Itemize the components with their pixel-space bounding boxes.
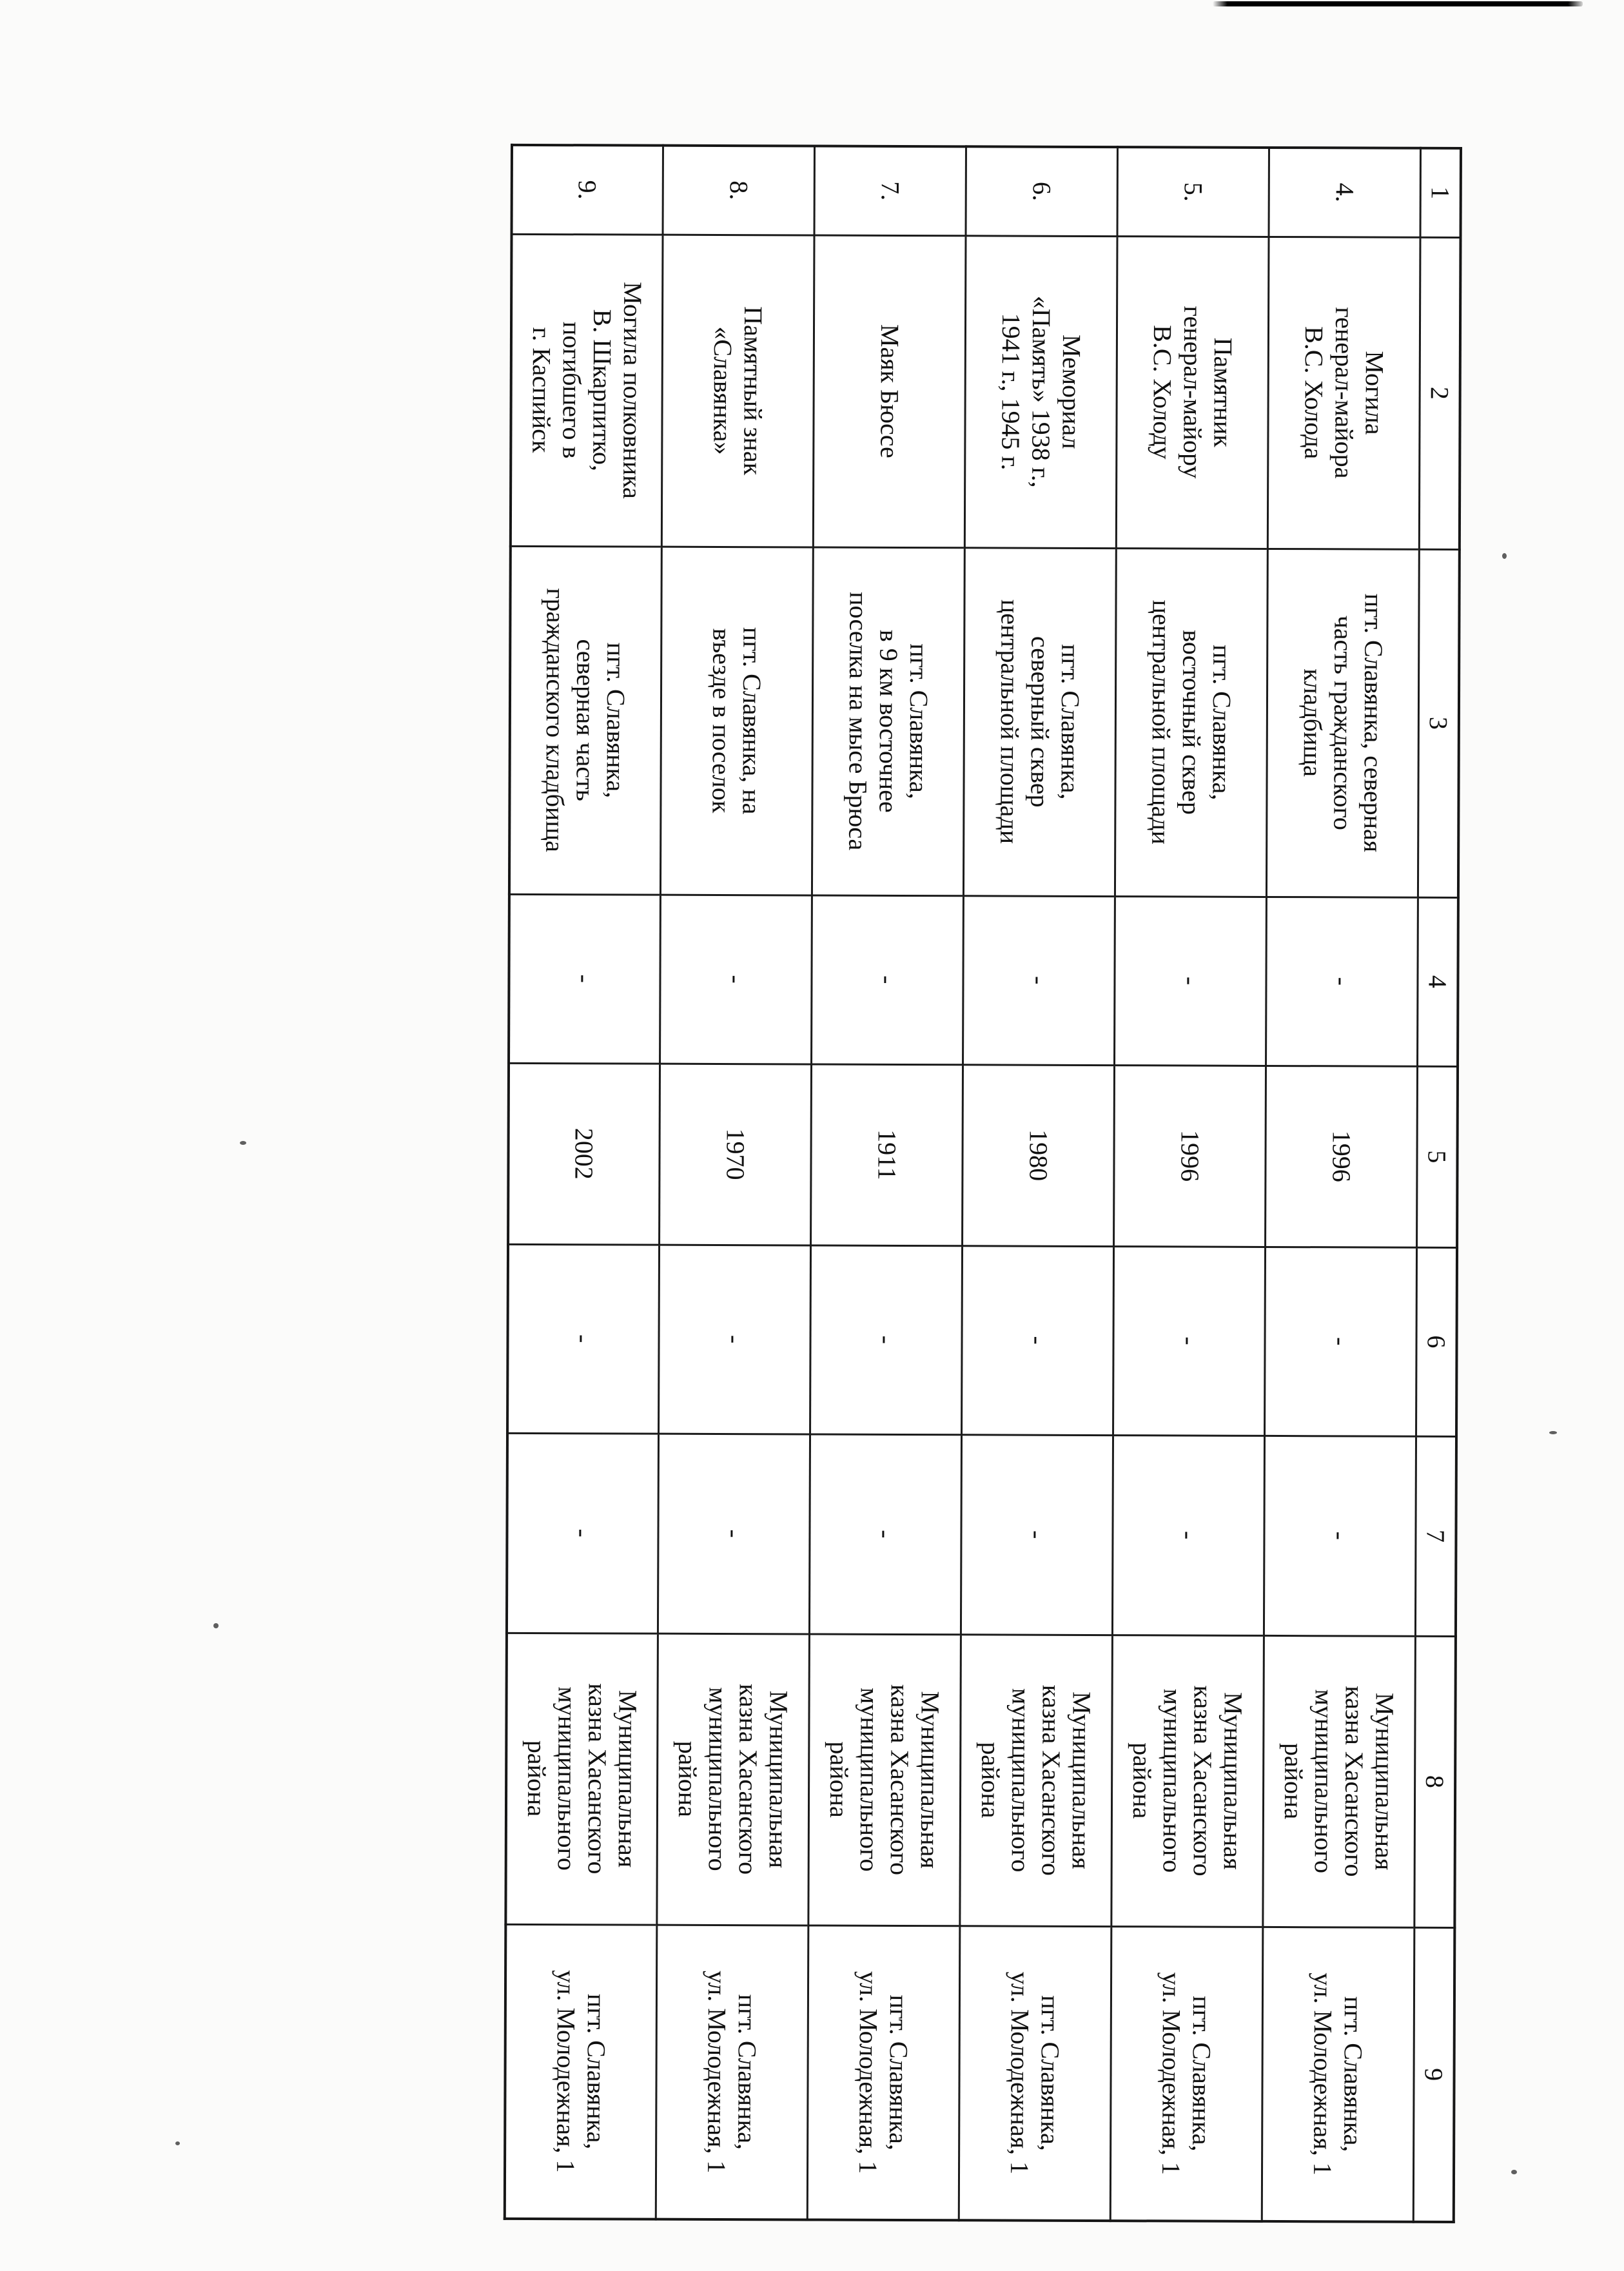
cell-dash: - [810, 1245, 963, 1435]
cell-object: Могила полковника В. Шкарпитко, погибшег… [510, 233, 663, 547]
cell-address: пгт. Славянка, ул. Молодежная, 1 [959, 1925, 1112, 2221]
cell-address: пгт. Славянка, ул. Молодежная, 1 [1262, 1926, 1415, 2222]
cell-number: 7. [814, 146, 966, 236]
cell-address: пгт. Славянка, ул. Молодежная, 1 [656, 1924, 809, 2220]
cell-object: Памятный знак «Славянка» [661, 234, 815, 547]
cell-year: 1996 [1266, 1065, 1418, 1247]
cell-location: пгт. Славянка, северная часть гражданско… [509, 545, 662, 895]
rotated-table-container: 1 2 3 4 5 6 7 8 9 4. Могила генерал-майо… [503, 143, 1462, 2223]
cell-location: пгт. Славянка, северная часть гражданско… [1266, 548, 1420, 897]
ink-speck [1549, 1431, 1557, 1434]
cell-dash: - [1265, 1246, 1418, 1436]
cell-year: 1980 [963, 1064, 1115, 1247]
cell-address: пгт. Славянка, ул. Молодежная, 1 [1110, 1926, 1264, 2221]
cell-number: 6. [966, 146, 1118, 237]
cell-number: 9. [511, 144, 664, 235]
cell-object: Могила генерал-майора В.С. Холода [1267, 236, 1421, 549]
cell-owner: Муниципальная казна Хасанского муниципал… [960, 1634, 1113, 1927]
cell-dash: - [507, 1243, 660, 1434]
header-col-2: 2 [1419, 237, 1461, 549]
cell-dash: - [812, 895, 964, 1065]
cell-dash: - [962, 1245, 1115, 1436]
cell-dash: - [1266, 896, 1418, 1066]
table-row: 9. Могила полковника В. Шкарпитко, погиб… [504, 144, 664, 2219]
cell-dash: - [1113, 1246, 1266, 1436]
table-row: 4. Могила генерал-майора В.С. Холода пгт… [1262, 147, 1421, 2222]
scan-artifact-line [1213, 1, 1583, 6]
cell-dash: - [509, 893, 661, 1064]
header-col-4: 4 [1418, 897, 1458, 1066]
cell-dash: - [506, 1432, 660, 1633]
table-row: 5. Памятник генерал-майору В.С. Холоду п… [1110, 147, 1269, 2221]
header-col-3: 3 [1418, 549, 1460, 897]
ink-speck [240, 1141, 246, 1145]
header-col-6: 6 [1416, 1247, 1458, 1436]
header-col-9: 9 [1413, 1927, 1455, 2222]
cell-object: Мемориал «Память» 1938 г., 1941 г., 1945… [964, 235, 1118, 549]
header-col-8: 8 [1414, 1635, 1456, 1927]
header-row: 1 2 3 4 5 6 7 8 9 [1413, 148, 1461, 2222]
ink-speck [213, 1623, 219, 1628]
monuments-table: 1 2 3 4 5 6 7 8 9 4. Могила генерал-майо… [503, 143, 1462, 2223]
cell-owner: Муниципальная казна Хасанского муниципал… [1263, 1635, 1416, 1927]
cell-owner: Муниципальная казна Хасанского муниципал… [505, 1632, 658, 1925]
cell-address: пгт. Славянка, ул. Молодежная, 1 [504, 1924, 658, 2219]
ink-speck [175, 2141, 180, 2145]
cell-dash: - [963, 895, 1115, 1066]
cell-owner: Муниципальная казна Хасанского муниципал… [657, 1633, 810, 1925]
cell-number: 4. [1269, 147, 1421, 237]
table-row: 8. Памятный знак «Славянка» пгт. Славянк… [656, 145, 815, 2220]
cell-year: 1911 [811, 1064, 964, 1246]
cell-object: Маяк Бюссе [813, 235, 966, 548]
table-row: 7. Маяк Бюссе пгт. Славянка, в 9 км вост… [807, 146, 966, 2221]
header-col-7: 7 [1415, 1436, 1457, 1636]
cell-location: пгт. Славянка, восточный сквер центральн… [1115, 548, 1268, 897]
cell-number: 8. [663, 145, 815, 235]
cell-location: пгт. Славянка, северный сквер центрально… [963, 547, 1117, 897]
header-col-1: 1 [1420, 148, 1461, 237]
cell-owner: Муниципальная казна Хасанского муниципал… [808, 1633, 961, 1926]
cell-year: 1996 [1114, 1065, 1267, 1247]
cell-dash: - [809, 1434, 963, 1635]
cell-location: пгт. Славянка, в 9 км восточнее поселка … [812, 547, 965, 896]
cell-dash: - [658, 1433, 811, 1634]
table-row: 6. Мемориал «Память» 1938 г., 1941 г., 1… [959, 146, 1118, 2221]
cell-dash: - [1112, 1435, 1266, 1635]
header-col-5: 5 [1417, 1066, 1458, 1247]
ink-speck [1511, 2170, 1517, 2174]
ink-speck [1502, 553, 1507, 559]
cell-year: 1970 [660, 1063, 812, 1245]
cell-dash: - [659, 1244, 812, 1434]
cell-location: пгт. Славянка, на въезде в поселок [660, 546, 814, 895]
cell-number: 5. [1117, 147, 1269, 237]
cell-dash: - [1115, 896, 1267, 1066]
cell-dash: - [1264, 1435, 1417, 1636]
cell-owner: Муниципальная казна Хасанского муниципал… [1111, 1635, 1264, 1927]
cell-year: 2002 [508, 1062, 661, 1245]
cell-dash: - [660, 894, 812, 1064]
cell-address: пгт. Славянка, ул. Молодежная, 1 [807, 1925, 961, 2221]
cell-object: Памятник генерал-майору В.С. Холоду [1116, 236, 1269, 549]
cell-dash: - [961, 1434, 1114, 1635]
